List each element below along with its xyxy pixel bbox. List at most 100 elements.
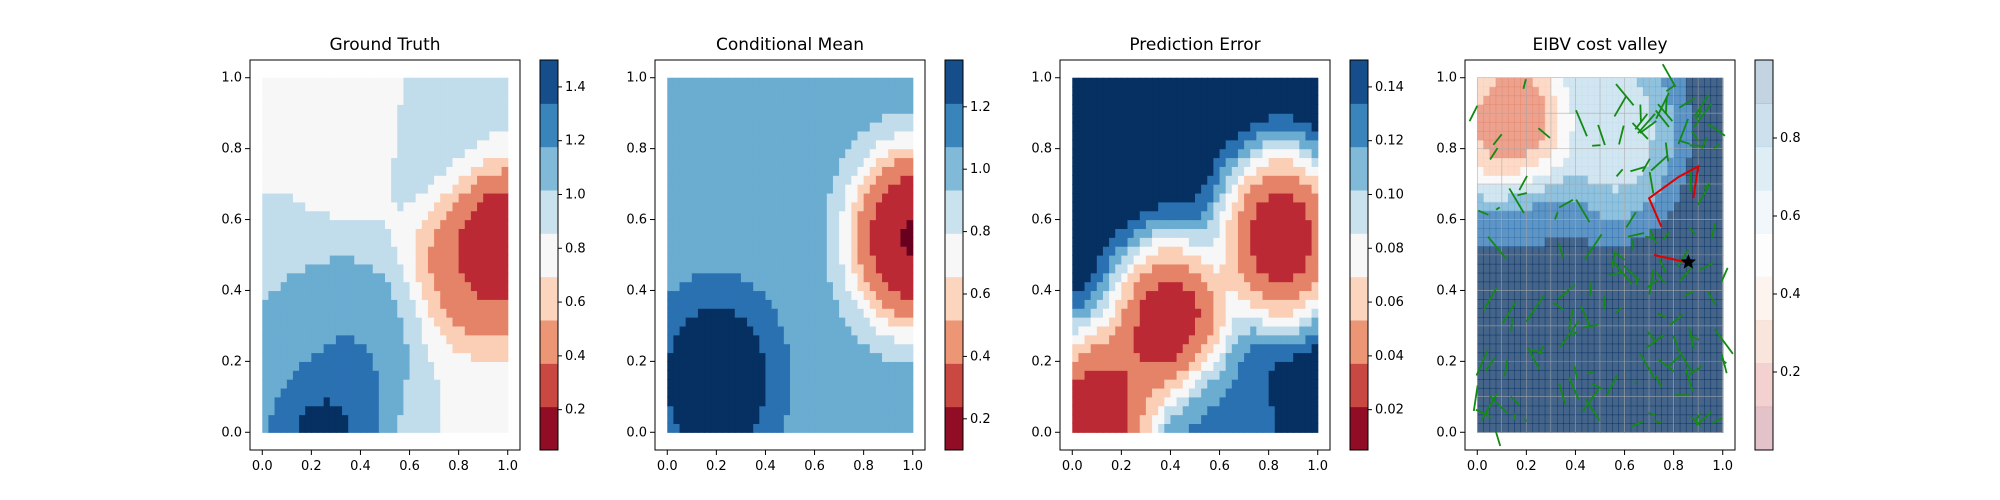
heatmap-cell (673, 139, 681, 150)
heatmap-cell (372, 290, 380, 300)
heatmap-cell (286, 352, 294, 362)
heatmap-cell (734, 370, 742, 380)
heatmap-cell (464, 325, 472, 336)
heatmap-cell (446, 77, 454, 88)
heatmap-cell (483, 317, 490, 327)
heatmap-cell (366, 175, 374, 185)
heatmap-cell (1084, 361, 1092, 371)
heatmap-cell (802, 192, 810, 203)
heatmap-cell (759, 255, 767, 265)
heatmap-cell (360, 263, 368, 274)
heatmap-cell (796, 130, 803, 141)
heatmap-cell (1207, 281, 1215, 292)
heatmap-cell (722, 405, 730, 416)
heatmap-cell (753, 184, 760, 194)
heatmap-cell (1145, 104, 1153, 114)
heatmap-cell (464, 166, 472, 176)
heatmap-cell (1293, 281, 1300, 292)
heatmap-cell (1207, 325, 1215, 336)
heatmap-cell (483, 184, 490, 194)
heatmap-cell (268, 86, 276, 97)
heatmap-cell (1176, 228, 1184, 238)
heatmap-cell (1244, 237, 1251, 247)
heatmap-cell (808, 317, 816, 327)
heatmap-cell (777, 237, 785, 247)
heatmap-cell (495, 77, 503, 88)
heatmap-cell (697, 86, 705, 97)
heatmap-cell (483, 352, 490, 362)
heatmap-cell (372, 184, 380, 194)
heatmap-cell (501, 237, 509, 247)
heatmap-cell (777, 130, 785, 141)
heatmap-cell (1195, 396, 1202, 407)
heatmap-cell (1262, 219, 1270, 230)
heatmap-cell (667, 77, 675, 88)
heatmap-cell (1170, 95, 1178, 105)
heatmap-cell (1096, 325, 1104, 336)
heatmap-cell (360, 166, 368, 176)
heatmap-cell (1158, 148, 1165, 159)
heatmap-cell (427, 201, 435, 212)
heatmap-cell (421, 317, 429, 327)
heatmap-cell (759, 290, 767, 300)
heatmap-cell (722, 343, 730, 354)
heatmap-cell (747, 290, 754, 300)
heatmap-cell (808, 139, 816, 150)
heatmap-cell (1225, 228, 1233, 238)
heatmap-cell (820, 387, 828, 398)
heatmap-cell (378, 157, 386, 167)
heatmap-cell (323, 219, 331, 230)
heatmap-cell (765, 219, 773, 230)
heatmap-cell (1072, 379, 1080, 389)
heatmap-cell (280, 246, 288, 256)
heatmap-cell (673, 290, 681, 300)
heatmap-cell (1287, 308, 1294, 318)
heatmap-cell (679, 387, 687, 398)
heatmap-cell (728, 352, 736, 362)
heatmap-cell (777, 370, 785, 380)
heatmap-cell (477, 122, 484, 132)
heatmap-cell (722, 361, 730, 371)
heatmap-cell (378, 423, 386, 433)
heatmap-cell (1188, 352, 1196, 362)
heatmap-cell (790, 166, 797, 176)
heatmap-cell (1299, 104, 1307, 114)
heatmap-cell (329, 317, 337, 327)
heatmap-cell (385, 219, 392, 230)
heatmap-cell (820, 130, 828, 141)
heatmap-cell (372, 334, 380, 345)
heatmap-cell (317, 86, 325, 97)
heatmap-cell (697, 228, 705, 238)
heatmap-cell (427, 255, 435, 265)
heatmap-cell (832, 379, 840, 389)
heatmap-cell (262, 157, 270, 167)
heatmap-cell (716, 308, 724, 318)
heatmap-cell (415, 246, 423, 256)
heatmap-cell (1299, 379, 1307, 389)
heatmap-cell (1133, 157, 1141, 167)
heatmap-cell (1158, 201, 1165, 212)
heatmap-cell (378, 228, 386, 238)
heatmap-cell (415, 334, 423, 345)
heatmap-cell (747, 86, 754, 97)
heatmap-cell (734, 192, 742, 203)
heatmap-cell (1164, 201, 1172, 212)
heatmap-cell (323, 104, 331, 114)
heatmap-cell (753, 387, 760, 398)
heatmap-cell (280, 405, 288, 416)
heatmap-cell (464, 192, 472, 203)
heatmap-cell (1152, 175, 1159, 185)
heatmap-cell (1287, 272, 1294, 283)
heatmap-cell (894, 290, 902, 300)
heatmap-cell (839, 130, 846, 141)
heatmap-cell (1311, 281, 1319, 292)
heatmap-cell (1237, 405, 1245, 416)
heatmap-cell (1311, 175, 1319, 185)
heatmap-cell (673, 228, 681, 238)
heatmap-cell (489, 405, 497, 416)
heatmap-cell (1274, 414, 1282, 425)
heatmap-cell (1287, 414, 1294, 425)
heatmap-cell (875, 317, 883, 327)
heatmap-cell (427, 308, 435, 318)
heatmap-cell (679, 95, 687, 105)
